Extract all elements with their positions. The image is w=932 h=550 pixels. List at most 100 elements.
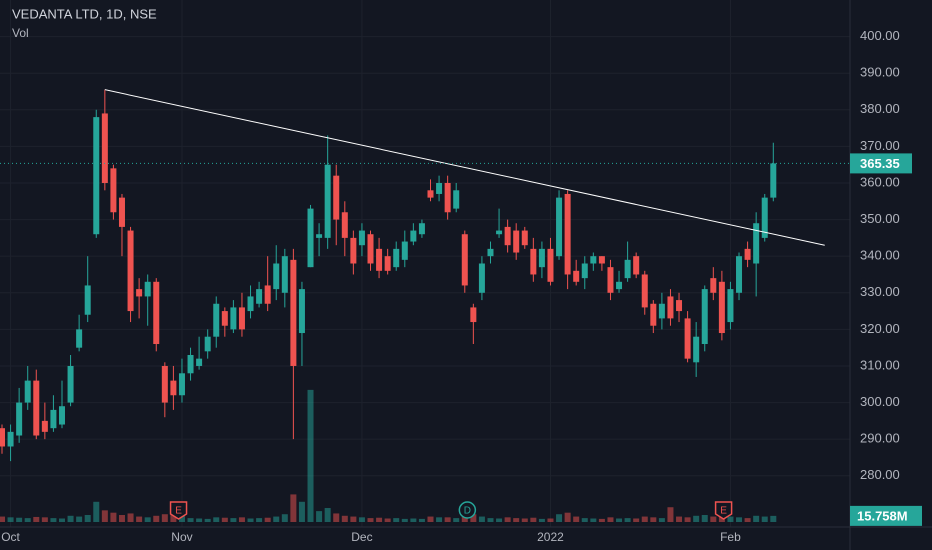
candle-body bbox=[547, 248, 554, 282]
chart-title: VEDANTA LTD, 1D, NSE bbox=[12, 6, 157, 21]
volume-bar bbox=[624, 518, 631, 522]
y-tick-label: 290.00 bbox=[860, 431, 900, 446]
volume-bar bbox=[153, 515, 160, 522]
candle-body bbox=[384, 256, 391, 271]
volume-bar bbox=[264, 517, 271, 522]
y-tick-label: 280.00 bbox=[860, 467, 900, 482]
candle-body bbox=[607, 267, 614, 293]
volume-bar bbox=[581, 518, 588, 522]
volume-legend: Vol bbox=[12, 26, 29, 40]
volume-bar bbox=[127, 513, 134, 522]
volume-bar bbox=[316, 511, 323, 522]
volume-bar bbox=[530, 517, 537, 522]
volume-bar bbox=[436, 517, 443, 522]
candle-body bbox=[761, 197, 768, 238]
volume-bar bbox=[598, 518, 605, 522]
volume-bar bbox=[0, 516, 5, 522]
candle-body bbox=[658, 303, 665, 319]
volume-bar bbox=[204, 518, 211, 522]
volume-bar bbox=[667, 507, 674, 522]
candle-body bbox=[0, 428, 5, 447]
event-label: E bbox=[720, 506, 727, 517]
candle-body bbox=[127, 230, 134, 312]
volume-bar bbox=[376, 517, 383, 522]
volume-bar bbox=[736, 517, 743, 522]
volume-bar bbox=[7, 517, 14, 522]
candle-body bbox=[213, 303, 220, 337]
candle-body bbox=[693, 336, 700, 363]
volume-bar bbox=[590, 518, 597, 522]
candle-body bbox=[118, 197, 125, 227]
x-tick-label: Dec bbox=[351, 530, 372, 544]
candle-body bbox=[367, 234, 374, 264]
volume-bar bbox=[324, 508, 331, 522]
candle-body bbox=[58, 406, 65, 425]
candle-body bbox=[324, 164, 331, 238]
candle-body bbox=[461, 234, 468, 286]
volume-bar bbox=[573, 516, 580, 522]
volume-bar bbox=[358, 517, 365, 522]
candle-body bbox=[281, 256, 288, 293]
candle-body bbox=[247, 296, 254, 312]
y-tick-label: 370.00 bbox=[860, 138, 900, 153]
candle-body bbox=[230, 307, 237, 330]
volume-bar bbox=[281, 514, 288, 522]
candle-body bbox=[24, 380, 31, 403]
volume-bar bbox=[290, 494, 297, 522]
candle-body bbox=[556, 197, 563, 257]
event-label: E bbox=[175, 506, 182, 517]
candle-body bbox=[7, 431, 14, 447]
y-tick-label: 340.00 bbox=[860, 248, 900, 263]
candle-body bbox=[436, 182, 443, 194]
volume-bar bbox=[187, 518, 194, 522]
candle-body bbox=[50, 409, 57, 429]
candle-body bbox=[401, 241, 408, 260]
volume-bar bbox=[496, 518, 503, 522]
candle-body bbox=[298, 289, 305, 334]
candle-body bbox=[350, 237, 357, 264]
volume-bar bbox=[384, 518, 391, 522]
volume-bar bbox=[607, 517, 614, 522]
volume-bar bbox=[684, 517, 691, 522]
volume-bar bbox=[650, 517, 657, 522]
volume-bar bbox=[213, 517, 220, 522]
candle-body bbox=[710, 278, 717, 293]
volume-bar bbox=[744, 518, 751, 522]
volume-bar bbox=[221, 517, 228, 522]
volume-pane bbox=[0, 389, 777, 522]
candle-body bbox=[144, 281, 151, 297]
candle-body bbox=[161, 365, 168, 403]
volume-bar bbox=[307, 389, 314, 522]
volume-bar bbox=[247, 518, 254, 522]
volume-bar bbox=[487, 518, 494, 522]
volume-bar bbox=[401, 518, 408, 522]
volume-bar bbox=[16, 517, 23, 522]
candle-body bbox=[470, 307, 477, 323]
event-label: D bbox=[464, 506, 471, 517]
last-price-label: 365.35 bbox=[860, 156, 900, 171]
candle-body bbox=[581, 263, 588, 279]
candle-body bbox=[33, 380, 40, 436]
candle-body bbox=[521, 230, 528, 246]
volume-bar bbox=[427, 516, 434, 522]
candle-body bbox=[676, 300, 683, 312]
candle-body bbox=[153, 281, 160, 345]
candle-body bbox=[187, 354, 194, 374]
candle-body bbox=[701, 289, 708, 345]
volume-bar bbox=[238, 517, 245, 522]
volume-bar bbox=[144, 517, 151, 522]
candle-body bbox=[538, 248, 545, 268]
volume-bar bbox=[727, 516, 734, 522]
grid bbox=[0, 0, 850, 527]
candle-body bbox=[333, 175, 340, 220]
x-tick-label: Feb bbox=[720, 530, 741, 544]
candles bbox=[0, 89, 777, 462]
volume-bar bbox=[556, 514, 563, 522]
volume-bar bbox=[33, 516, 40, 522]
candle-body bbox=[633, 256, 640, 275]
volume-bar bbox=[504, 517, 511, 522]
y-tick-label: 380.00 bbox=[860, 101, 900, 116]
candle-body bbox=[204, 336, 211, 352]
volume-bar bbox=[547, 518, 554, 522]
